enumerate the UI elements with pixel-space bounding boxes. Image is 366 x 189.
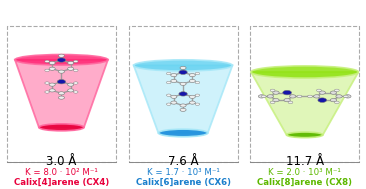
Circle shape <box>179 92 187 96</box>
Circle shape <box>318 98 327 102</box>
Circle shape <box>59 92 64 95</box>
Circle shape <box>45 82 49 84</box>
Circle shape <box>180 82 186 85</box>
Ellipse shape <box>251 66 358 78</box>
Circle shape <box>189 74 195 77</box>
Circle shape <box>335 101 339 104</box>
Circle shape <box>68 67 74 70</box>
Circle shape <box>283 90 291 95</box>
Circle shape <box>167 103 171 105</box>
Circle shape <box>49 83 55 86</box>
Circle shape <box>180 104 186 107</box>
Circle shape <box>345 95 351 98</box>
Polygon shape <box>134 65 232 133</box>
Text: Calix[4]arene (CX4): Calix[4]arene (CX4) <box>14 178 109 187</box>
Circle shape <box>179 70 187 74</box>
Circle shape <box>267 95 273 98</box>
Circle shape <box>68 83 74 86</box>
Circle shape <box>319 91 325 94</box>
Circle shape <box>330 98 337 102</box>
Circle shape <box>57 80 66 84</box>
Circle shape <box>59 54 64 57</box>
Circle shape <box>74 69 78 71</box>
Circle shape <box>297 95 302 98</box>
Text: K = 8.0 · 10² M⁻¹: K = 8.0 · 10² M⁻¹ <box>25 168 98 177</box>
Circle shape <box>180 66 186 70</box>
Circle shape <box>314 95 320 98</box>
Circle shape <box>335 89 339 92</box>
Circle shape <box>57 58 66 62</box>
Circle shape <box>330 91 337 94</box>
Circle shape <box>290 95 296 98</box>
Circle shape <box>167 94 171 96</box>
Circle shape <box>195 81 200 84</box>
Circle shape <box>171 74 177 77</box>
Circle shape <box>273 98 279 102</box>
Circle shape <box>189 95 195 98</box>
Circle shape <box>45 60 49 63</box>
Circle shape <box>336 95 342 98</box>
Circle shape <box>59 70 64 73</box>
Circle shape <box>74 91 78 93</box>
Circle shape <box>68 61 74 64</box>
Circle shape <box>45 91 49 93</box>
Circle shape <box>49 89 55 92</box>
Circle shape <box>189 101 195 104</box>
Ellipse shape <box>15 54 108 65</box>
Circle shape <box>167 81 171 84</box>
Text: 11.7 Å: 11.7 Å <box>285 155 324 168</box>
Circle shape <box>74 82 78 84</box>
Circle shape <box>49 67 55 70</box>
Circle shape <box>317 89 321 92</box>
Circle shape <box>180 108 186 111</box>
Circle shape <box>195 103 200 105</box>
Polygon shape <box>15 60 108 127</box>
Text: 7.6 Å: 7.6 Å <box>168 155 198 168</box>
Text: K = 1.7 · 10³ M⁻¹: K = 1.7 · 10³ M⁻¹ <box>147 168 220 177</box>
Circle shape <box>45 69 49 71</box>
Circle shape <box>261 95 266 98</box>
Circle shape <box>270 101 275 104</box>
Circle shape <box>343 95 348 98</box>
Polygon shape <box>251 72 358 135</box>
Text: 3.0 Å: 3.0 Å <box>46 155 76 168</box>
Circle shape <box>273 91 279 94</box>
Circle shape <box>171 79 177 83</box>
Circle shape <box>74 60 78 63</box>
Circle shape <box>49 61 55 64</box>
Circle shape <box>258 95 265 98</box>
Circle shape <box>171 95 177 98</box>
Text: Calix[6]arene (CX6): Calix[6]arene (CX6) <box>135 178 231 187</box>
Circle shape <box>189 79 195 83</box>
Circle shape <box>195 94 200 96</box>
Ellipse shape <box>134 60 232 71</box>
Ellipse shape <box>158 129 208 137</box>
Circle shape <box>307 95 312 98</box>
Circle shape <box>68 89 74 92</box>
Circle shape <box>195 72 200 75</box>
Ellipse shape <box>39 124 84 131</box>
Text: K = 2.0 · 10³ M⁻¹: K = 2.0 · 10³ M⁻¹ <box>268 168 341 177</box>
Circle shape <box>288 101 293 104</box>
Ellipse shape <box>287 132 323 138</box>
Text: Calix[8]arene (CX8): Calix[8]arene (CX8) <box>257 178 352 187</box>
Circle shape <box>270 89 275 92</box>
Circle shape <box>284 98 290 102</box>
Circle shape <box>167 72 171 75</box>
Circle shape <box>171 101 177 104</box>
Circle shape <box>59 96 64 99</box>
